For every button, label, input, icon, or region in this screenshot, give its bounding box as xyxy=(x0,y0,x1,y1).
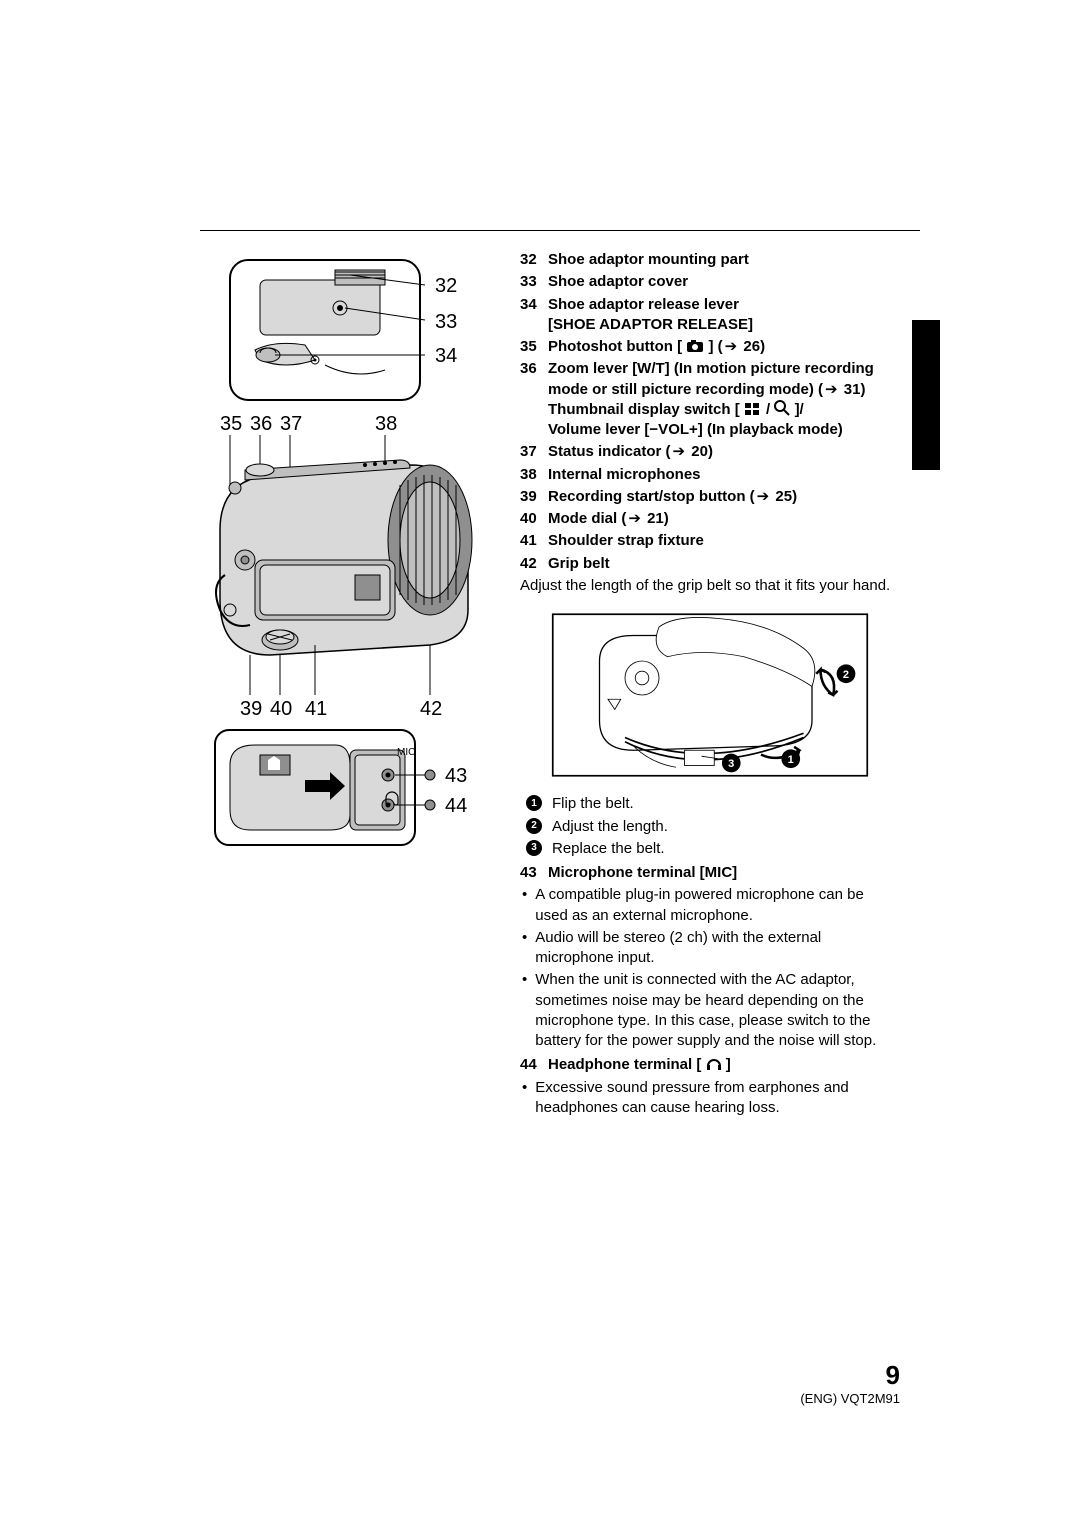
side-tab xyxy=(912,320,940,470)
item-34: 34Shoe adaptor release lever[SHOE ADAPTO… xyxy=(520,295,900,336)
item-39: 39Recording start/stop button ( 25) xyxy=(520,487,900,507)
diagram-column: 32 33 34 35 36 37 38 xyxy=(200,250,490,1122)
label-43: 43 xyxy=(445,765,467,787)
headphone-icon xyxy=(706,1057,722,1071)
label-35: 35 xyxy=(220,413,242,435)
grip-step-3: 3Replace the belt. xyxy=(520,839,900,859)
manual-page: 32 33 34 35 36 37 38 xyxy=(0,0,1080,1526)
item-40: 40Mode dial ( 21) xyxy=(520,509,900,529)
bullet-43-3: When the unit is connected with the AC a… xyxy=(520,970,900,1051)
content-columns: 32 33 34 35 36 37 38 xyxy=(200,250,900,1122)
grip-belt-diagram: 1 2 3 xyxy=(520,610,900,780)
doc-code: (ENG) VQT2M91 xyxy=(800,1391,900,1406)
grip-steps: 1Flip the belt. 2Adjust the length. 3Rep… xyxy=(520,794,900,859)
label-38: 38 xyxy=(375,413,397,435)
item-35: 35Photoshot button [ ] ( 26) xyxy=(520,337,900,357)
item-42: 42Grip belt xyxy=(520,554,900,574)
terminal-diagram: MIC 43 44 xyxy=(200,720,490,855)
item-43: 43Microphone terminal [MIC] xyxy=(520,863,900,883)
shoe-adaptor-diagram: 32 33 34 xyxy=(200,250,490,410)
label-41: 41 xyxy=(305,698,327,720)
item-43-bullets: A compatible plug-in powered microphone … xyxy=(520,885,900,1051)
bullet-44-1: Excessive sound pressure from earphones … xyxy=(520,1078,900,1119)
svg-text:2: 2 xyxy=(843,669,849,681)
item-43-block: 43Microphone terminal [MIC] xyxy=(520,863,900,883)
parts-list: 32Shoe adaptor mounting part 33Shoe adap… xyxy=(520,250,900,574)
camcorder-side-diagram: 35 36 37 38 xyxy=(200,410,490,720)
svg-text:3: 3 xyxy=(728,758,734,770)
label-34: 34 xyxy=(435,345,457,367)
item-44-bullets: Excessive sound pressure from earphones … xyxy=(520,1078,900,1119)
camera-icon xyxy=(686,339,704,353)
item-38: 38Internal microphones xyxy=(520,465,900,485)
page-footer: 9 (ENG) VQT2M91 xyxy=(800,1360,900,1406)
svg-text:1: 1 xyxy=(788,754,794,766)
thumbnail-icon xyxy=(744,402,762,416)
item-36: 36Zoom lever [W/T] (In motion picture re… xyxy=(520,359,900,440)
item-44-block: 44Headphone terminal [ ] xyxy=(520,1055,900,1075)
page-number: 9 xyxy=(800,1360,900,1391)
text-column: 32Shoe adaptor mounting part 33Shoe adap… xyxy=(520,250,900,1122)
grip-note: Adjust the length of the grip belt so th… xyxy=(520,576,900,596)
item-41: 41Shoulder strap fixture xyxy=(520,531,900,551)
label-36: 36 xyxy=(250,413,272,435)
label-33: 33 xyxy=(435,311,457,333)
grip-step-1: 1Flip the belt. xyxy=(520,794,900,814)
label-37: 37 xyxy=(280,413,302,435)
item-32: 32Shoe adaptor mounting part xyxy=(520,250,900,270)
label-32: 32 xyxy=(435,275,457,297)
mic-label: MIC xyxy=(397,747,415,758)
item-44: 44Headphone terminal [ ] xyxy=(520,1055,900,1075)
magnify-icon xyxy=(774,400,790,416)
label-44: 44 xyxy=(445,795,467,817)
item-33: 33Shoe adaptor cover xyxy=(520,272,900,292)
label-39: 39 xyxy=(240,698,262,720)
bullet-43-2: Audio will be stereo (2 ch) with the ext… xyxy=(520,928,900,969)
grip-step-2: 2Adjust the length. xyxy=(520,817,900,837)
top-rule xyxy=(200,230,920,231)
label-42: 42 xyxy=(420,698,442,720)
label-40: 40 xyxy=(270,698,292,720)
bullet-43-1: A compatible plug-in powered microphone … xyxy=(520,885,900,926)
item-37: 37Status indicator ( 20) xyxy=(520,442,900,462)
